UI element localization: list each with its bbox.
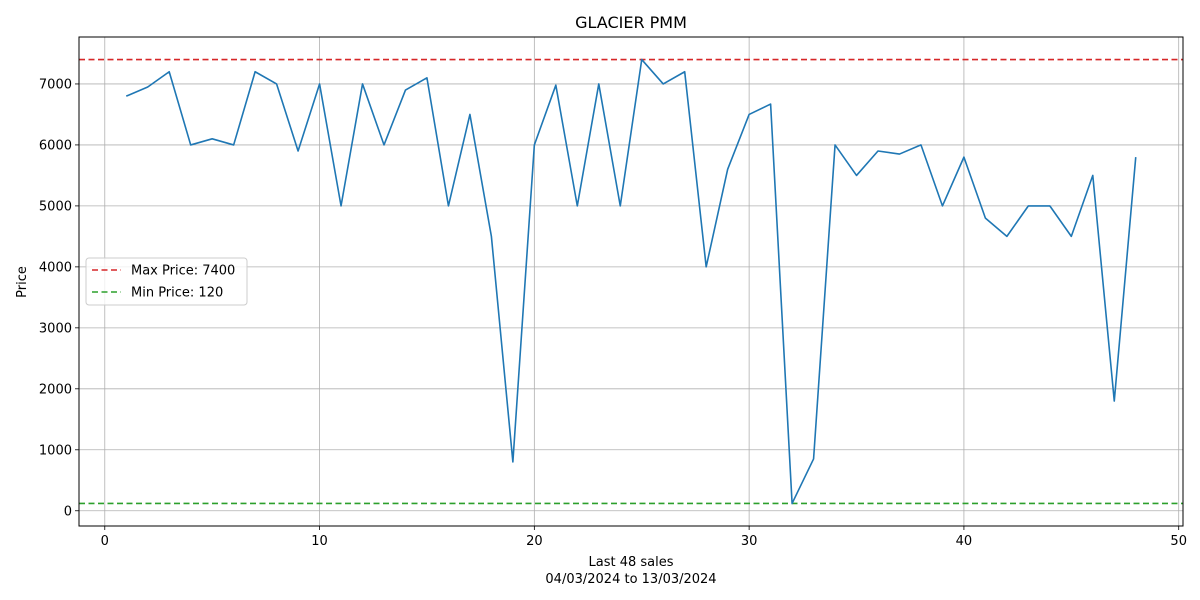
- x-tick-label: 30: [741, 534, 758, 549]
- x-tick-label: 10: [311, 534, 328, 549]
- x-tick-label: 50: [1170, 534, 1187, 549]
- y-axis-ticks: 0 1000 2000 3000 4000 5000 6000 7000: [39, 77, 79, 519]
- y-tick-label: 2000: [39, 382, 72, 397]
- legend-box: [85, 257, 248, 306]
- x-axis-ticks: 0 10 20 30 40 50: [101, 526, 1187, 549]
- legend-label: Max Price: 7400: [131, 264, 235, 279]
- y-tick-label: 1000: [39, 443, 72, 458]
- y-axis-label: Price: [15, 266, 30, 298]
- y-tick-label: 3000: [39, 321, 72, 336]
- x-axis-sublabel: 04/03/2024 to 13/03/2024: [545, 572, 716, 587]
- series-lines: [125, 58, 1137, 505]
- plot-frame: [78, 36, 1184, 527]
- y-tick-label: 5000: [39, 199, 72, 214]
- legend: Max Price: 7400 Min Price: 120: [85, 257, 248, 306]
- x-axis-label: Last 48 sales: [588, 555, 673, 570]
- price-series-line: [125, 58, 1137, 505]
- chart-title: GLACIER PMM: [575, 13, 687, 32]
- y-tick-label: 4000: [39, 260, 72, 275]
- y-tick-label: 7000: [39, 77, 72, 92]
- x-tick-label: 40: [956, 534, 973, 549]
- x-tick-label: 20: [526, 534, 543, 549]
- reference-lines: [79, 58, 1183, 505]
- y-tick-label: 6000: [39, 138, 72, 153]
- grid-lines: [79, 37, 1183, 526]
- y-tick-label: 0: [64, 504, 72, 519]
- legend-label: Min Price: 120: [131, 286, 223, 301]
- x-tick-label: 0: [101, 534, 109, 549]
